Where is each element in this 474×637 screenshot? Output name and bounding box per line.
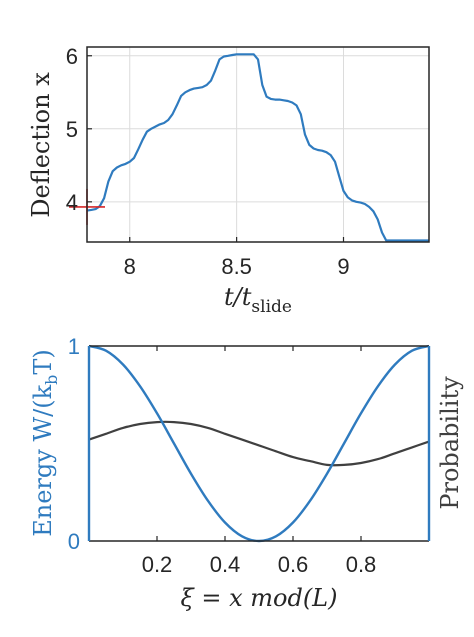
energy-ticks: 0.2 0.4 0.6 0.8 0 1	[68, 334, 377, 577]
energy-ylabel-sub: b	[42, 375, 61, 385]
deflection-xtick-label: 8.5	[221, 254, 252, 279]
energy-xtick-label: 0.6	[278, 552, 309, 577]
deflection-ylabel-text: Deflection x	[27, 72, 55, 218]
probability-ylabel: Probability	[436, 376, 464, 510]
deflection-ytick-label: 4	[66, 190, 78, 215]
deflection-ytick-label: 6	[66, 44, 78, 69]
energy-series-line	[88, 344, 430, 543]
deflection-xtick-label: 8	[124, 254, 136, 279]
energy-xtick-label: 0.8	[346, 552, 377, 577]
deflection-ticks: 8 8.5 9 4 5 6	[66, 44, 350, 279]
energy-ylabel: Energy W/(kbT)	[29, 349, 61, 537]
deflection-axes-box	[86, 46, 430, 243]
energy-xlabel: ξ = x mod(L)	[181, 584, 338, 612]
energy-xtick-label: 0.4	[210, 552, 241, 577]
deflection-xlabel-sub: slide	[251, 297, 292, 317]
deflection-xtick-label: 9	[337, 254, 349, 279]
deflection-grid	[87, 47, 429, 242]
energy-ytick-label: 0	[68, 529, 80, 554]
probability-series-line	[88, 420, 430, 467]
deflection-series-line	[86, 53, 429, 242]
deflection-xlabel: t/tslide	[224, 283, 292, 317]
deflection-chart: 8 8.5 9 4 5 6 Deflection x t/tslide	[27, 44, 430, 317]
energy-chart: 0.2 0.4 0.6 0.8 0 1 Energy W/(kbT) Probabilit…	[29, 334, 464, 612]
deflection-ytick-label: 5	[66, 117, 78, 142]
energy-ylabel-tail: T)	[29, 349, 57, 374]
energy-ytick-label: 1	[68, 334, 80, 359]
deflection-xlabel-main: t/t	[224, 283, 252, 311]
deflection-ylabel: Deflection x	[27, 72, 55, 218]
energy-xtick-label: 0.2	[142, 552, 173, 577]
probability-ylabel-text: Probability	[436, 376, 464, 510]
energy-ylabel-main: Energy W/(k	[29, 384, 57, 536]
